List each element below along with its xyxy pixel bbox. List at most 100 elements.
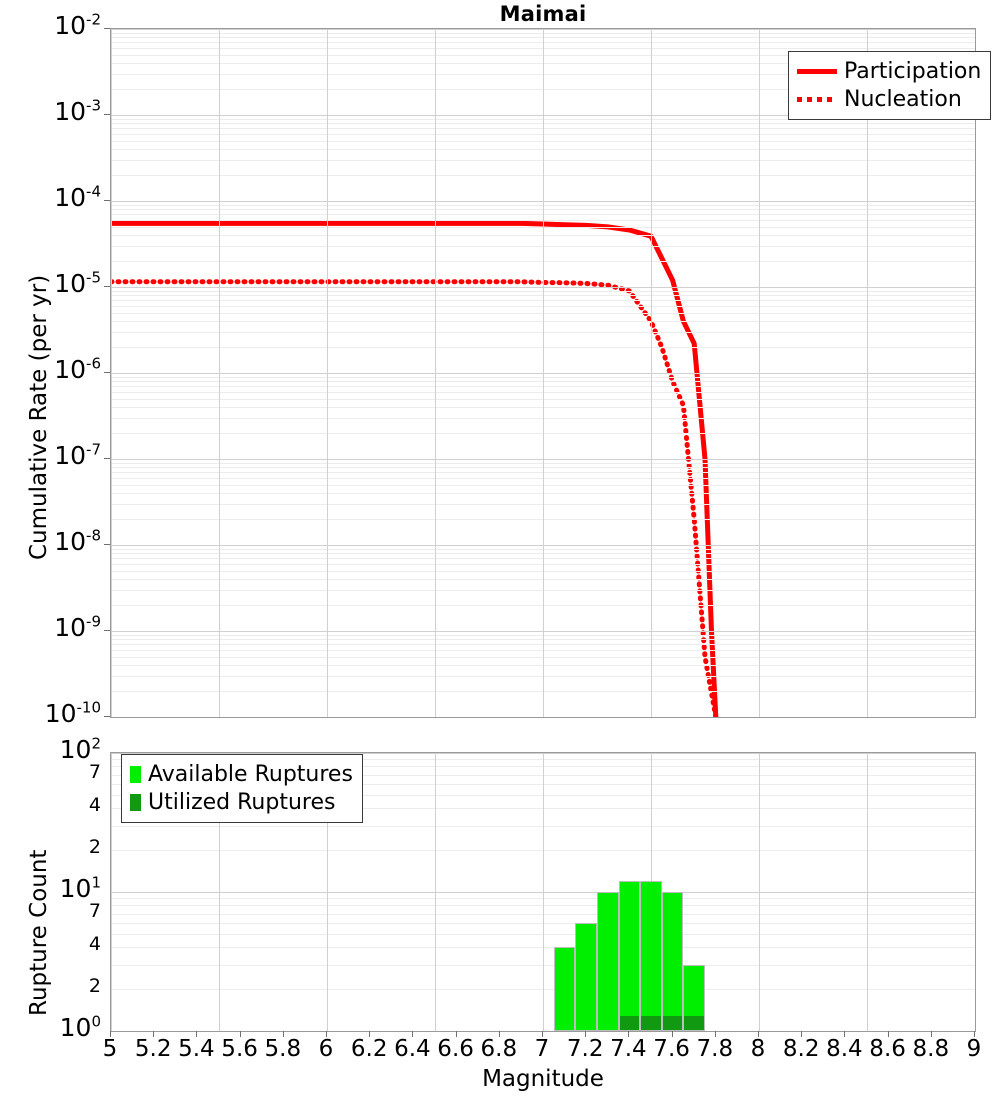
gridline xyxy=(327,29,328,717)
y-tick-label: 10-4 xyxy=(54,182,101,212)
bar-utilized[interactable] xyxy=(683,1016,705,1031)
y-tick-mark xyxy=(104,544,110,545)
bar-available[interactable] xyxy=(661,892,684,1031)
bottom-plot-area xyxy=(111,753,975,1031)
x-tick-label: 8.4 xyxy=(826,1036,863,1062)
x-tick-mark xyxy=(412,1031,414,1037)
y-tick-label: 102 xyxy=(59,734,101,764)
gridline xyxy=(543,29,544,717)
gridline xyxy=(111,753,112,1031)
legend-label-participation: Participation xyxy=(844,58,982,84)
y-tick-mark xyxy=(104,114,110,115)
gridline xyxy=(219,29,220,717)
y-axis-label-top: Cumulative Rate (per yr) xyxy=(26,274,52,560)
y-tick-label-minor: 4 xyxy=(88,794,101,817)
gridline xyxy=(543,753,544,1031)
y-tick-label: 101 xyxy=(59,873,101,903)
x-axis-label: Magnitude xyxy=(482,1066,604,1092)
y-tick-label: 10-3 xyxy=(54,96,101,126)
x-tick-label: 8 xyxy=(750,1036,766,1062)
bar-available[interactable] xyxy=(618,880,641,1031)
y-tick-mark xyxy=(104,200,110,201)
x-tick-mark xyxy=(844,1031,846,1037)
x-tick-mark xyxy=(628,1031,630,1037)
gridline xyxy=(651,29,652,717)
x-tick-label: 7.8 xyxy=(696,1036,734,1062)
x-tick-label: 9 xyxy=(966,1036,982,1062)
page-title: Maimai xyxy=(499,2,587,26)
x-tick-mark xyxy=(758,1031,759,1037)
x-tick-label: 6 xyxy=(318,1036,334,1062)
gridline xyxy=(111,29,112,717)
gridline xyxy=(867,753,868,1031)
x-tick-label: 8.8 xyxy=(912,1036,950,1062)
x-tick-label: 5.8 xyxy=(264,1036,302,1062)
x-tick-mark xyxy=(326,1031,327,1037)
y-tick-label-minor: 2 xyxy=(88,975,101,998)
x-tick-label: 8.2 xyxy=(782,1036,820,1062)
bar-utilized[interactable] xyxy=(661,1016,684,1031)
cumulative-rate-panel: Participation Nucleation xyxy=(110,28,992,718)
gridline xyxy=(219,753,220,1031)
x-tick-label: 7 xyxy=(534,1036,550,1062)
x-tick-label: 5 xyxy=(102,1036,118,1062)
y-axis-label-bottom: Rupture Count xyxy=(26,849,52,1016)
x-tick-mark xyxy=(498,1031,500,1037)
x-tick-label: 5.6 xyxy=(221,1036,258,1062)
bar-available[interactable] xyxy=(640,880,662,1031)
y-tick-label-minor: 4 xyxy=(88,933,101,956)
dotted-line-icon xyxy=(797,88,837,110)
bar-utilized[interactable] xyxy=(618,1016,641,1031)
gridline xyxy=(435,29,436,717)
y-tick-label: 10-2 xyxy=(54,10,101,40)
available-swatch-icon xyxy=(130,765,141,783)
x-tick-mark xyxy=(110,1031,111,1037)
bar-utilized[interactable] xyxy=(640,1016,662,1031)
x-tick-mark xyxy=(887,1031,889,1037)
x-tick-mark xyxy=(585,1031,587,1037)
legend-top: Participation Nucleation xyxy=(788,51,992,120)
legend-item-participation[interactable]: Participation xyxy=(797,57,981,85)
y-tick-mark xyxy=(104,28,110,29)
bar-available[interactable] xyxy=(597,892,619,1031)
x-tick-mark xyxy=(196,1031,198,1037)
y-tick-label-minor: 2 xyxy=(88,836,101,859)
x-tick-mark xyxy=(542,1031,543,1037)
y-tick-mark xyxy=(104,630,110,631)
y-tick-label: 10-8 xyxy=(54,526,101,556)
y-tick-label: 10-10 xyxy=(44,698,101,728)
legend-label-available: Available Ruptures xyxy=(148,761,353,787)
x-tick-mark xyxy=(239,1031,241,1037)
x-tick-label: 6.2 xyxy=(350,1036,388,1062)
y-tick-label: 100 xyxy=(59,1012,101,1042)
legend-item-nucleation[interactable]: Nucleation xyxy=(797,85,981,113)
x-tick-label: 7.4 xyxy=(610,1036,647,1062)
curve-participation xyxy=(111,220,719,717)
legend-bottom: Available Ruptures Utilized Ruptures xyxy=(121,754,363,823)
gridline xyxy=(327,753,328,1031)
bar-available[interactable] xyxy=(575,922,597,1031)
legend-label-nucleation: Nucleation xyxy=(844,86,962,112)
x-tick-label: 6.8 xyxy=(480,1036,518,1062)
solid-line-icon xyxy=(797,60,837,82)
legend-item-utilized[interactable]: Utilized Ruptures xyxy=(130,788,353,816)
gridline xyxy=(759,753,760,1031)
gridline xyxy=(435,753,436,1031)
x-tick-label: 6.6 xyxy=(437,1036,474,1062)
legend-item-available[interactable]: Available Ruptures xyxy=(130,760,353,788)
x-tick-mark xyxy=(455,1031,457,1037)
x-tick-label: 6.4 xyxy=(394,1036,431,1062)
gridline xyxy=(759,29,760,717)
x-tick-label: 8.6 xyxy=(869,1036,906,1062)
x-tick-mark xyxy=(153,1031,155,1037)
y-tick-label: 10-5 xyxy=(54,268,101,298)
y-tick-mark xyxy=(104,286,110,287)
x-tick-mark xyxy=(282,1031,284,1037)
y-tick-label: 10-6 xyxy=(54,354,101,384)
bar-available[interactable] xyxy=(553,947,576,1031)
x-tick-label: 7.6 xyxy=(653,1036,690,1062)
y-tick-label: 10-9 xyxy=(54,612,101,642)
y-tick-label-minor: 7 xyxy=(88,899,101,922)
x-tick-mark xyxy=(801,1031,803,1037)
